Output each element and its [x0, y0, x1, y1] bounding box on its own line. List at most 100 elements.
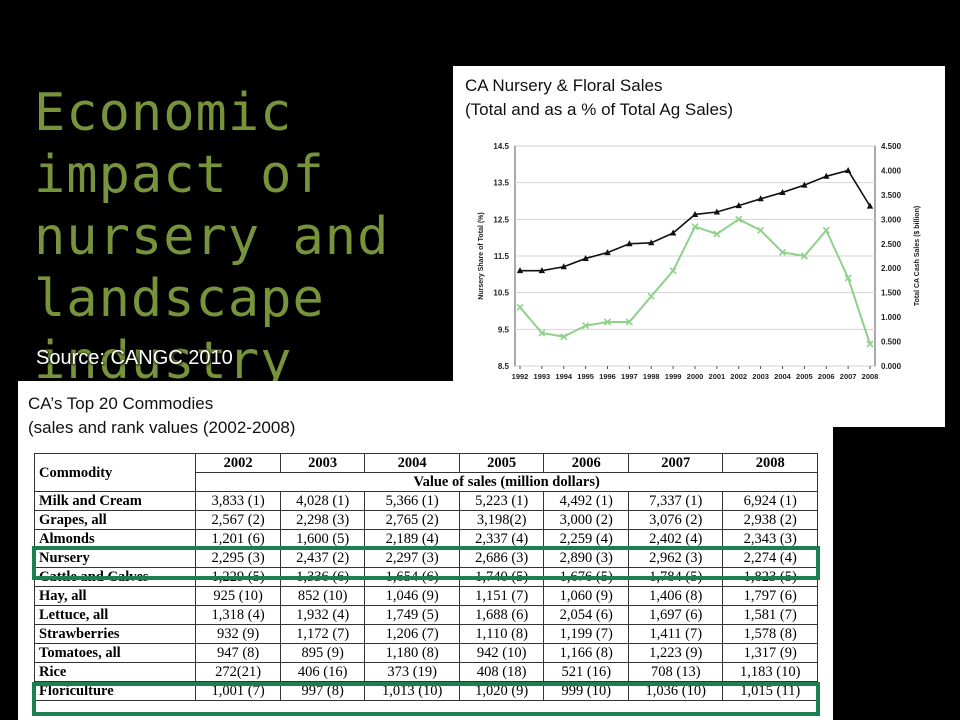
- data-point-nursery-percent: [735, 215, 743, 223]
- y-tick-label: 12.5: [493, 215, 509, 224]
- x-tick-label: 2004: [774, 372, 792, 381]
- sales-value-cell: 2,938 (2): [722, 510, 818, 530]
- data-point-total-sales: [866, 202, 874, 209]
- sales-value-cell: 1,797 (6): [722, 586, 818, 606]
- source-label: Source: CANGC 2010: [36, 347, 233, 369]
- data-point-total-sales: [735, 202, 742, 209]
- x-tick-label: 1995: [577, 372, 594, 381]
- table-row: Strawberries 932 (9) 1,172 (7) 1,206 (7) 1,1…: [33, 624, 818, 644]
- sales-value-cell: 1,406 (8): [628, 586, 724, 606]
- table-heading-line1: CA’s Top 20 Commodies: [28, 394, 214, 413]
- sales-value-cell: 2,298 (3): [279, 510, 366, 530]
- y2-tick-label: 2.000: [881, 264, 902, 273]
- floriculture-row-highlight: [32, 682, 820, 716]
- sales-value-cell: 272(21): [195, 662, 281, 682]
- x-tick-label: 2001: [709, 372, 726, 381]
- sales-value-cell: 1,697 (6): [628, 605, 724, 625]
- table-heading-line2: (sales and rank values (2002-2008): [28, 418, 296, 437]
- y-tick-label: 11.5: [494, 252, 510, 261]
- x-tick-label: 1996: [599, 372, 616, 381]
- sales-value-cell: 373 (19): [364, 662, 460, 682]
- x-tick-label: 2005: [796, 372, 813, 381]
- sales-value-cell: 406 (16): [279, 662, 366, 682]
- sales-value-cell: 1,166 (8): [543, 643, 630, 663]
- sales-value-cell: 2,402 (4): [628, 529, 724, 549]
- sales-value-cell: 1,151 (7): [458, 586, 545, 606]
- sales-value-cell: 4,492 (1): [543, 491, 630, 511]
- y-tick-label: 13.5: [493, 179, 509, 188]
- sales-value-cell: 2,437 (2): [279, 548, 366, 568]
- data-point-total-sales: [582, 254, 589, 261]
- commodity-name-cell: Grapes, all: [33, 510, 197, 530]
- sales-value-cell: 1,060 (9): [543, 586, 630, 606]
- table-heading: CA’s Top 20 Commodies (sales and rank va…: [28, 392, 295, 440]
- table-body: Milk and Cream 3,833 (1) 4,028 (1) 5,366 (1…: [33, 491, 818, 701]
- x-tick-label: 2002: [730, 372, 747, 381]
- sales-value-cell: 2,295 (3): [195, 548, 281, 568]
- sales-value-cell: 932 (9): [195, 624, 281, 644]
- x-tick-label: 1992: [512, 372, 529, 381]
- x-tick-label: 2008: [862, 372, 879, 381]
- sales-value-cell: 895 (9): [279, 643, 366, 663]
- table-row: Tomatoes, all 947 (8) 895 (9) 1,180 (8) 942 …: [33, 643, 818, 663]
- data-point-nursery-percent: [691, 223, 699, 231]
- sales-chart-panel: CA Nursery & Floral Sales (Total and as …: [453, 66, 945, 427]
- sales-value-cell: 2,765 (2): [364, 510, 460, 530]
- data-point-total-sales: [626, 240, 633, 247]
- commodity-name-cell: Rice: [33, 662, 197, 682]
- sales-value-cell: 4,028 (1): [279, 491, 366, 511]
- value-subheader: Value of sales (million dollars): [195, 472, 818, 492]
- data-point-total-sales: [604, 249, 611, 256]
- y-tick-label: 10.5: [493, 289, 509, 298]
- table-header-row: Commodity 2002 2003 2004 2005 2006 2007 …: [33, 453, 818, 492]
- y-tick-label: 14.5: [493, 142, 509, 151]
- sales-value-cell: 1,317 (9): [722, 643, 818, 663]
- table-row: Rice 272(21) 406 (16) 373 (19) 408 (18) 521 (…: [33, 662, 818, 682]
- table-row: Floriculture 1,001 (7) 997 (8) 1,013 (10) 1,…: [33, 681, 818, 701]
- table-row: Grapes, all 2,567 (2) 2,298 (3) 2,765 (2) 3,…: [33, 510, 818, 530]
- column-header-2004: 2004: [364, 453, 460, 473]
- commodity-name-cell: Strawberries: [33, 624, 197, 644]
- data-point-nursery-percent: [582, 322, 590, 330]
- data-point-nursery-percent: [757, 226, 765, 234]
- sales-value-cell: 2,054 (6): [543, 605, 630, 625]
- sales-value-cell: 1,318 (4): [195, 605, 281, 625]
- data-point-nursery-percent: [866, 340, 874, 348]
- x-tick-label: 2003: [752, 372, 769, 381]
- sales-value-cell: 1,688 (6): [458, 605, 545, 625]
- commodity-name-cell: Milk and Cream: [33, 491, 197, 511]
- data-point-total-sales: [801, 181, 808, 188]
- data-point-nursery-percent: [538, 329, 546, 337]
- data-point-total-sales: [713, 208, 721, 215]
- chart-heading-line1: CA Nursery & Floral Sales: [465, 76, 663, 95]
- data-point-nursery-percent: [560, 333, 568, 341]
- x-tick-label: 2007: [840, 372, 857, 381]
- commodity-name-cell: Hay, all: [33, 586, 197, 606]
- data-point-total-sales: [669, 229, 677, 236]
- y2-tick-label: 0.500: [881, 338, 902, 347]
- y-tick-label: 8.5: [498, 362, 510, 371]
- sales-value-cell: 3,076 (2): [628, 510, 724, 530]
- x-tick-label: 1994: [555, 372, 573, 381]
- sales-value-cell: 2,189 (4): [364, 529, 460, 549]
- data-point-total-sales: [823, 172, 830, 179]
- y-tick-label: 9.5: [498, 325, 510, 334]
- sales-value-cell: 1,932 (4): [279, 605, 366, 625]
- table-row: Lettuce, all 1,318 (4) 1,932 (4) 1,749 (5) 1…: [33, 605, 818, 625]
- sales-value-cell: 521 (16): [543, 662, 630, 682]
- slide-title: Economic impact of nursery and landscape…: [34, 83, 390, 391]
- sales-value-cell: 708 (13): [628, 662, 724, 682]
- sales-value-cell: 942 (10): [458, 643, 545, 663]
- data-point-nursery-percent: [669, 267, 677, 275]
- sales-value-cell: 3,000 (2): [543, 510, 630, 530]
- data-point-nursery-percent: [822, 226, 830, 234]
- commodity-name-cell: Lettuce, all: [33, 605, 197, 625]
- sales-value-cell: 1,046 (9): [364, 586, 460, 606]
- sales-value-cell: 852 (10): [279, 586, 366, 606]
- sales-value-cell: 1,600 (5): [279, 529, 366, 549]
- data-point-nursery-percent: [844, 274, 852, 282]
- data-point-nursery-percent: [713, 230, 721, 238]
- data-point-nursery-percent: [647, 292, 655, 300]
- sales-line-chart: 14.5 13.5 12.5 11.5 10.5 9.5 8.5 4.500 4.000 3.50…: [478, 142, 921, 415]
- y2-axis-label: Total CA Cash Sales ($ billion): [914, 206, 921, 306]
